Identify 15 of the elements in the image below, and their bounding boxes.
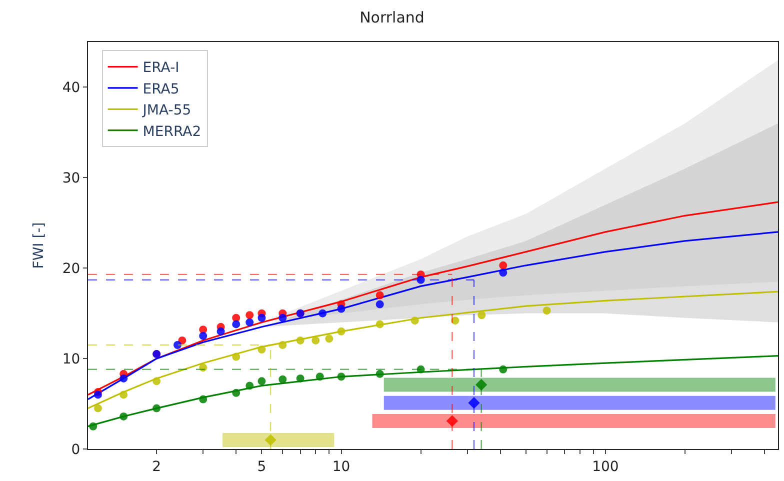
legend-label: MERRA2 bbox=[142, 124, 202, 140]
legend-label: ERA-I bbox=[142, 60, 180, 76]
y-tick-label: 10 bbox=[62, 351, 80, 368]
x-tick-label: 2 bbox=[152, 458, 162, 475]
legend-label: JMA-55 bbox=[142, 102, 192, 119]
y-axis-title: FWI [-] bbox=[30, 222, 47, 269]
x-tick-label: 5 bbox=[257, 458, 266, 475]
y-tick-label: 30 bbox=[62, 170, 80, 187]
x-tick-label: 10 bbox=[332, 458, 350, 475]
y-tick-label: 0 bbox=[71, 442, 80, 458]
y-tick-label: 20 bbox=[62, 261, 80, 278]
x-tick-label: 100 bbox=[592, 458, 619, 475]
legend-label: ERA5 bbox=[142, 81, 180, 98]
chart-title: Norrland bbox=[360, 8, 424, 27]
y-tick-label: 40 bbox=[62, 80, 80, 96]
